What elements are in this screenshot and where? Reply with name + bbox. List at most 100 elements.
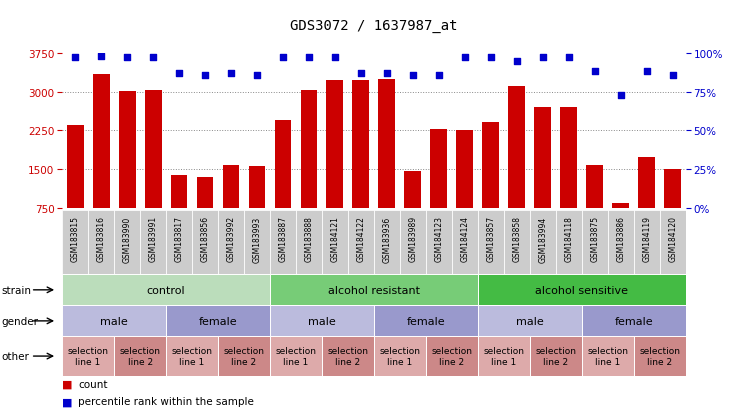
Point bbox=[615, 92, 626, 99]
Bar bbox=[145, 90, 162, 209]
Text: GSM183887: GSM183887 bbox=[279, 216, 287, 262]
Point bbox=[563, 55, 575, 62]
Bar bbox=[300, 90, 317, 209]
Point bbox=[537, 55, 549, 62]
Text: GSM183875: GSM183875 bbox=[590, 216, 599, 262]
Point bbox=[199, 72, 211, 78]
Bar bbox=[275, 121, 292, 209]
Point bbox=[589, 69, 601, 76]
Text: GSM184124: GSM184124 bbox=[461, 216, 469, 262]
Point bbox=[511, 58, 523, 65]
Text: GSM183936: GSM183936 bbox=[382, 216, 391, 262]
Text: GSM183857: GSM183857 bbox=[486, 216, 496, 262]
Text: GSM183815: GSM183815 bbox=[71, 216, 80, 262]
Text: male: male bbox=[308, 316, 336, 326]
Bar bbox=[561, 108, 577, 209]
Point bbox=[407, 72, 419, 78]
Text: male: male bbox=[100, 316, 128, 326]
Text: selection
line 2: selection line 2 bbox=[639, 347, 681, 366]
Bar bbox=[638, 157, 655, 209]
Text: GSM184122: GSM184122 bbox=[357, 216, 366, 261]
Text: count: count bbox=[78, 379, 107, 389]
Bar bbox=[664, 169, 681, 209]
Point bbox=[355, 71, 367, 77]
Text: selection
line 1: selection line 1 bbox=[67, 347, 109, 366]
Text: GSM184119: GSM184119 bbox=[643, 216, 651, 262]
Bar bbox=[613, 203, 629, 209]
Bar bbox=[482, 122, 499, 209]
Text: female: female bbox=[199, 316, 238, 326]
Text: GSM183989: GSM183989 bbox=[409, 216, 417, 262]
Text: gender: gender bbox=[1, 316, 39, 326]
Bar bbox=[170, 176, 187, 209]
Text: ■: ■ bbox=[62, 379, 72, 389]
Text: selection
line 1: selection line 1 bbox=[483, 347, 524, 366]
Bar bbox=[352, 81, 369, 209]
Bar bbox=[67, 126, 83, 209]
Point bbox=[485, 55, 496, 62]
Text: selection
line 2: selection line 2 bbox=[120, 347, 161, 366]
Text: selection
line 1: selection line 1 bbox=[172, 347, 213, 366]
Text: GSM183816: GSM183816 bbox=[96, 216, 105, 262]
Bar bbox=[534, 108, 551, 209]
Text: alcohol sensitive: alcohol sensitive bbox=[535, 285, 628, 295]
Text: selection
line 2: selection line 2 bbox=[224, 347, 265, 366]
Text: selection
line 1: selection line 1 bbox=[379, 347, 420, 366]
Point bbox=[459, 55, 471, 62]
Bar bbox=[197, 177, 213, 209]
Text: female: female bbox=[406, 316, 445, 326]
Text: selection
line 2: selection line 2 bbox=[327, 347, 368, 366]
Point bbox=[381, 71, 393, 77]
Point bbox=[121, 55, 133, 62]
Text: GSM183856: GSM183856 bbox=[200, 216, 210, 262]
Point bbox=[277, 55, 289, 62]
Point bbox=[667, 72, 678, 78]
Bar bbox=[431, 130, 447, 209]
Bar bbox=[118, 91, 135, 209]
Text: GDS3072 / 1637987_at: GDS3072 / 1637987_at bbox=[290, 19, 458, 33]
Text: GSM184121: GSM184121 bbox=[330, 216, 339, 261]
Point bbox=[69, 55, 81, 62]
Point bbox=[251, 72, 263, 78]
Bar bbox=[249, 167, 265, 209]
Text: GSM183888: GSM183888 bbox=[304, 216, 314, 261]
Text: percentile rank within the sample: percentile rank within the sample bbox=[78, 396, 254, 406]
Text: male: male bbox=[516, 316, 544, 326]
Text: GSM183990: GSM183990 bbox=[123, 216, 132, 262]
Bar bbox=[404, 171, 421, 209]
Point bbox=[147, 55, 159, 62]
Text: other: other bbox=[1, 351, 29, 361]
Text: ■: ■ bbox=[62, 396, 72, 406]
Text: GSM184118: GSM184118 bbox=[564, 216, 573, 261]
Bar bbox=[586, 166, 603, 209]
Text: strain: strain bbox=[1, 285, 31, 295]
Text: GSM183994: GSM183994 bbox=[538, 216, 548, 262]
Text: female: female bbox=[614, 316, 653, 326]
Bar bbox=[508, 87, 526, 209]
Text: GSM183992: GSM183992 bbox=[227, 216, 235, 262]
Text: GSM183886: GSM183886 bbox=[616, 216, 625, 262]
Text: selection
line 2: selection line 2 bbox=[431, 347, 472, 366]
Text: GSM183991: GSM183991 bbox=[148, 216, 158, 262]
Bar bbox=[379, 79, 395, 209]
Text: control: control bbox=[147, 285, 186, 295]
Text: GSM184120: GSM184120 bbox=[668, 216, 677, 262]
Point bbox=[95, 54, 107, 60]
Point bbox=[173, 71, 185, 77]
Bar bbox=[456, 131, 473, 209]
Text: GSM183817: GSM183817 bbox=[175, 216, 183, 262]
Text: GSM183993: GSM183993 bbox=[252, 216, 262, 262]
Text: selection
line 1: selection line 1 bbox=[276, 347, 317, 366]
Point bbox=[641, 69, 653, 76]
Point bbox=[329, 55, 341, 62]
Text: GSM184123: GSM184123 bbox=[434, 216, 444, 262]
Text: selection
line 2: selection line 2 bbox=[535, 347, 576, 366]
Point bbox=[225, 71, 237, 77]
Bar bbox=[93, 74, 110, 209]
Text: selection
line 1: selection line 1 bbox=[587, 347, 628, 366]
Text: GSM183858: GSM183858 bbox=[512, 216, 521, 262]
Point bbox=[433, 72, 444, 78]
Bar bbox=[222, 166, 240, 209]
Point bbox=[303, 55, 315, 62]
Bar bbox=[327, 81, 344, 209]
